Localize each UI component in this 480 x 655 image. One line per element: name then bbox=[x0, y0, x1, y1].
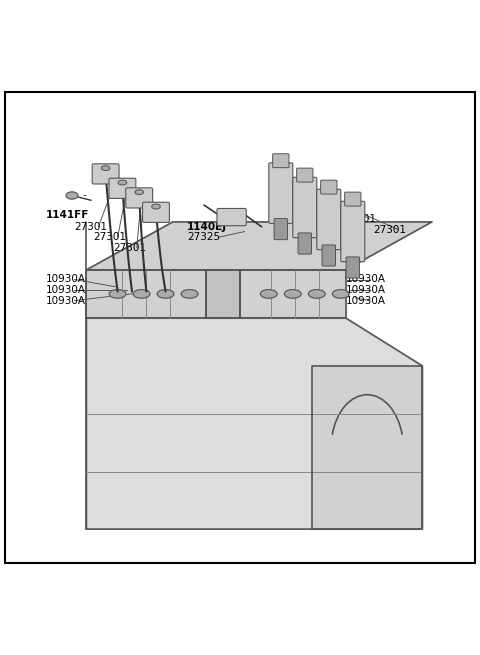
Text: 27301: 27301 bbox=[317, 204, 350, 214]
Ellipse shape bbox=[309, 290, 325, 298]
Ellipse shape bbox=[157, 290, 174, 298]
Ellipse shape bbox=[284, 290, 301, 298]
Text: 27301: 27301 bbox=[94, 233, 127, 242]
FancyBboxPatch shape bbox=[126, 188, 153, 208]
Ellipse shape bbox=[181, 290, 198, 298]
FancyBboxPatch shape bbox=[273, 154, 289, 168]
FancyBboxPatch shape bbox=[109, 178, 136, 198]
Text: 10930A: 10930A bbox=[346, 285, 385, 295]
FancyBboxPatch shape bbox=[321, 180, 337, 194]
FancyBboxPatch shape bbox=[346, 257, 360, 278]
FancyBboxPatch shape bbox=[269, 163, 293, 223]
Text: 10930A: 10930A bbox=[46, 295, 85, 306]
Ellipse shape bbox=[332, 290, 349, 298]
Polygon shape bbox=[206, 270, 240, 318]
FancyBboxPatch shape bbox=[341, 201, 365, 262]
Polygon shape bbox=[86, 222, 432, 270]
Ellipse shape bbox=[101, 166, 110, 170]
Text: 27301: 27301 bbox=[343, 214, 376, 224]
FancyBboxPatch shape bbox=[143, 202, 169, 223]
Polygon shape bbox=[86, 318, 422, 529]
FancyBboxPatch shape bbox=[217, 208, 246, 226]
Text: 27301: 27301 bbox=[113, 243, 146, 253]
Ellipse shape bbox=[152, 204, 160, 209]
FancyBboxPatch shape bbox=[298, 233, 312, 254]
Polygon shape bbox=[312, 366, 422, 529]
FancyBboxPatch shape bbox=[297, 168, 313, 182]
FancyBboxPatch shape bbox=[5, 92, 475, 563]
Text: 1141FF: 1141FF bbox=[46, 210, 89, 219]
FancyBboxPatch shape bbox=[274, 219, 288, 240]
Ellipse shape bbox=[135, 190, 144, 195]
Polygon shape bbox=[86, 270, 206, 318]
FancyBboxPatch shape bbox=[293, 178, 317, 238]
Text: 27325: 27325 bbox=[187, 233, 220, 242]
Text: 27301: 27301 bbox=[74, 221, 108, 232]
FancyBboxPatch shape bbox=[345, 192, 361, 206]
Ellipse shape bbox=[133, 290, 150, 298]
Ellipse shape bbox=[66, 192, 78, 199]
Text: 10930A: 10930A bbox=[46, 285, 85, 295]
Text: 10930A: 10930A bbox=[346, 274, 385, 284]
FancyBboxPatch shape bbox=[317, 189, 341, 250]
Text: 27301: 27301 bbox=[373, 225, 407, 234]
Text: 1140EJ: 1140EJ bbox=[187, 221, 228, 232]
Text: 10930A: 10930A bbox=[346, 295, 385, 306]
Text: 10930A: 10930A bbox=[46, 274, 85, 284]
Polygon shape bbox=[240, 270, 346, 318]
Ellipse shape bbox=[118, 180, 127, 185]
Ellipse shape bbox=[261, 290, 277, 298]
FancyBboxPatch shape bbox=[322, 245, 336, 266]
FancyBboxPatch shape bbox=[92, 164, 119, 184]
Ellipse shape bbox=[109, 290, 126, 298]
